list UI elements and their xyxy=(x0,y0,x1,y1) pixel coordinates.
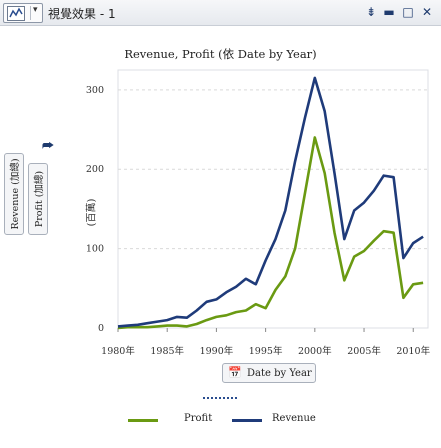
legend-swatch-profit xyxy=(128,419,158,422)
series-line-revenue xyxy=(117,76,424,328)
resize-handle[interactable] xyxy=(203,397,237,399)
menu-icon[interactable]: ⇟ xyxy=(365,5,377,19)
swap-axis-icon[interactable]: ⮫ xyxy=(42,139,55,154)
x-role-label: Date by Year xyxy=(247,368,312,379)
calendar-icon: 📅 xyxy=(228,366,242,379)
y-tick-label: 100 xyxy=(86,244,104,255)
close-icon[interactable]: ✕ xyxy=(421,5,433,19)
chevron-down-icon[interactable]: ▾ xyxy=(33,5,38,15)
legend-label-profit: Profit xyxy=(184,413,213,424)
y-tick-label: 200 xyxy=(86,164,104,175)
date-by-year-role-button[interactable]: 📅 Date by Year xyxy=(222,363,316,383)
x-tick-label: 1990年 xyxy=(200,345,234,357)
legend-swatch-revenue xyxy=(232,419,262,422)
button-separator xyxy=(30,6,31,20)
x-tick-label: 1985年 xyxy=(150,345,184,357)
x-tick-label: 2000年 xyxy=(298,345,332,357)
legend-label-revenue: Revenue xyxy=(272,413,316,424)
maximize-icon[interactable]: □ xyxy=(402,5,414,19)
chart-title: Revenue, Profit (依 Date by Year) xyxy=(124,47,317,61)
line-chart-icon xyxy=(7,6,25,21)
revenue-role-button[interactable]: Revenue (加總) xyxy=(4,153,24,235)
x-tick-label: 2010年 xyxy=(396,345,430,357)
window-title: 視覺效果 - 1 xyxy=(48,7,116,21)
plot-area xyxy=(117,69,429,329)
y-tick-label: 0 xyxy=(98,323,104,334)
x-tick-label: 1980年 xyxy=(101,345,135,357)
y-tick-label: 300 xyxy=(86,85,104,96)
visualization-type-button[interactable]: ▾ xyxy=(3,3,43,23)
profit-role-button[interactable]: Profit (加總) xyxy=(28,163,48,235)
minimize-icon[interactable]: ▬ xyxy=(383,5,395,19)
x-tick-label: 1995年 xyxy=(249,345,283,357)
window-titlebar: ▾ 視覺效果 - 1 ⇟ ▬ □ ✕ xyxy=(0,0,441,26)
x-tick-label: 2005年 xyxy=(347,345,381,357)
series-line-profit xyxy=(117,136,424,330)
